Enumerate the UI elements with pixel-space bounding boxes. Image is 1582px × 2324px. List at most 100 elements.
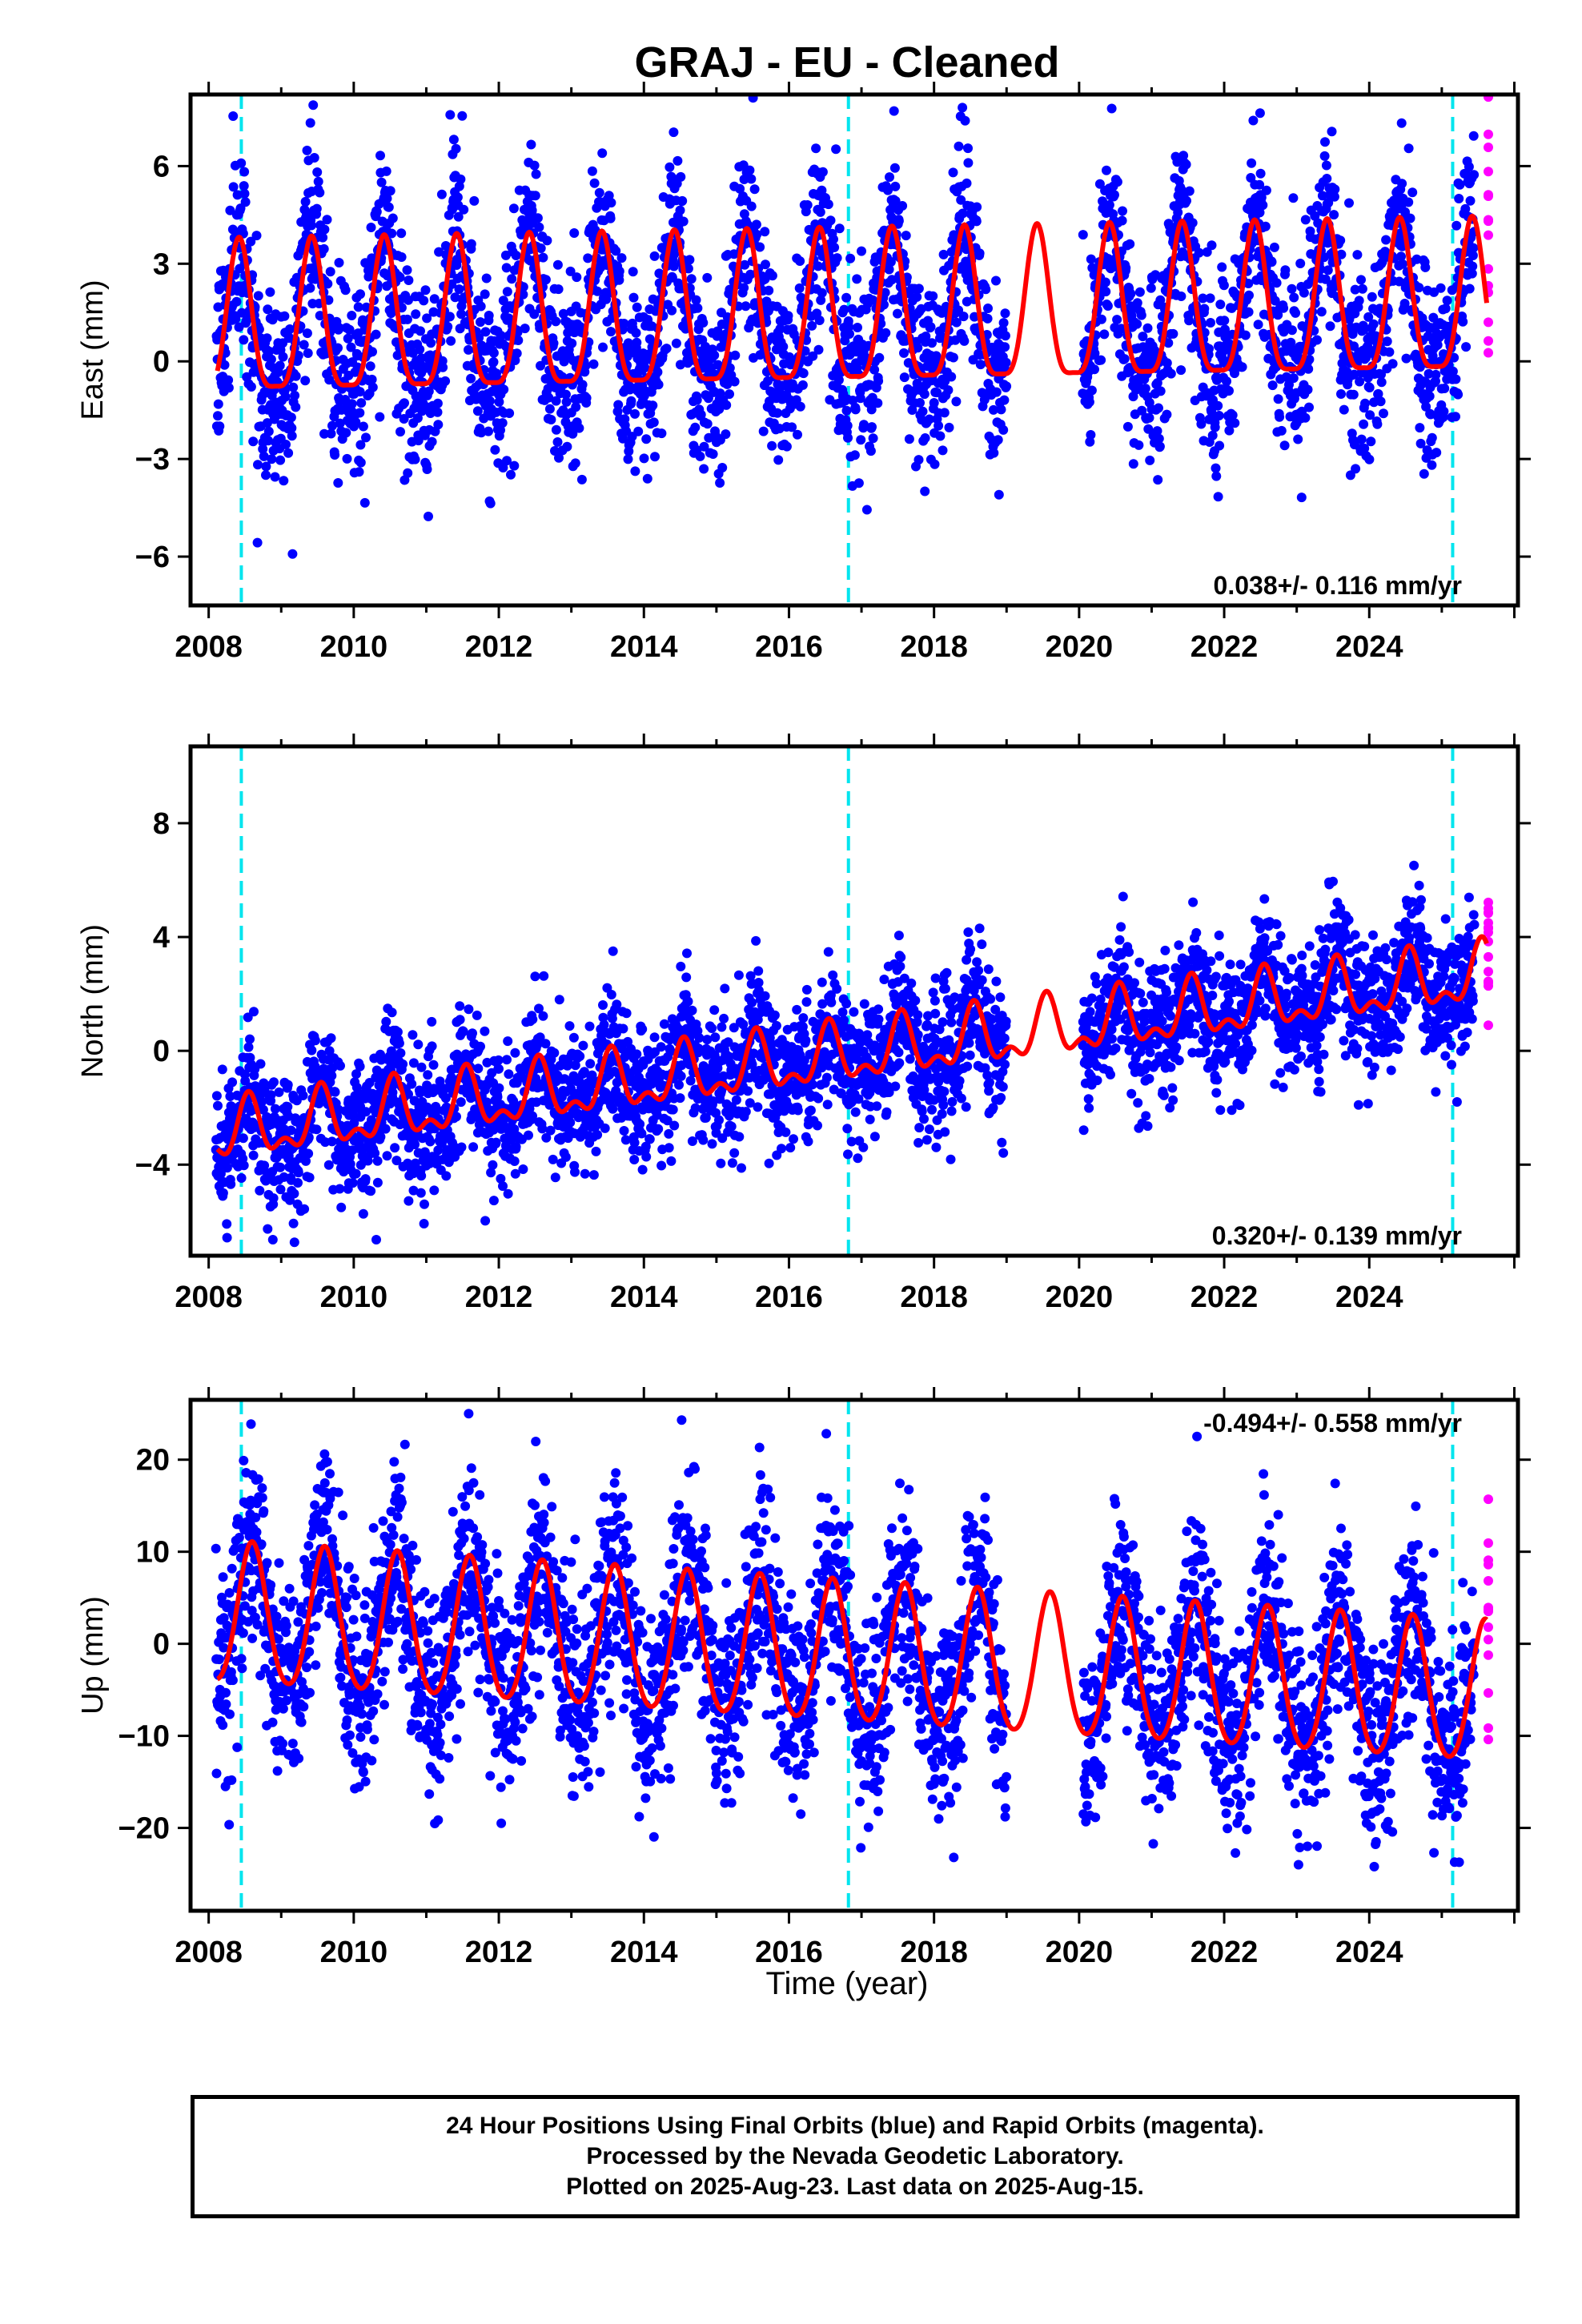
east-final-point [678,216,689,227]
east-final-point [1086,430,1096,440]
east-final-point [702,272,713,283]
north-final-point [629,1137,640,1148]
east-final-point [459,204,469,215]
north-final-point [269,1077,279,1088]
east-final-point [1102,165,1111,175]
east-final-point [588,359,599,369]
east-final-point [236,158,247,168]
north-final-point [429,1185,440,1196]
east-final-point [1110,190,1119,200]
east-final-point [291,371,301,381]
east-final-point [1215,300,1226,310]
east-final-point [1330,184,1340,195]
east-final-point [919,389,930,400]
east-y-tick-label: −6 [135,541,170,574]
east-final-point [1100,277,1110,287]
east-final-point [335,418,345,428]
east-final-point [1128,459,1138,469]
north-final-point [510,1047,520,1058]
east-final-point [387,228,397,239]
east-final-point [1213,492,1223,502]
east-final-point [540,275,551,285]
north-final-point [503,1036,513,1047]
east-final-point [1269,242,1279,252]
east-final-point [1117,215,1127,226]
east-rapid-point [1484,348,1493,358]
east-final-point [1439,384,1450,393]
east-final-point [611,246,621,256]
north-final-point [227,1077,238,1088]
east-final-point [632,302,642,312]
north-final-point [270,1104,280,1114]
east-final-point [367,374,377,384]
east-final-point [959,336,970,346]
east-final-point [1142,323,1153,333]
east-final-point [1000,308,1010,319]
east-final-point [653,380,664,390]
north-final-point [565,1117,576,1128]
east-final-point [440,376,451,386]
east-final-point [1372,419,1383,429]
east-final-point [346,342,356,352]
east-final-point [382,193,392,203]
east-final-point [721,429,731,440]
east-final-point [669,249,680,259]
east-final-point [755,242,765,252]
east-final-point [807,320,817,331]
north-final-point [304,1172,315,1183]
east-final-point [454,284,464,295]
east-rapid-point [1484,190,1493,200]
east-final-point [605,213,616,223]
east-final-point [213,399,223,409]
east-final-point [488,357,499,367]
east-final-point [1144,412,1154,423]
east-final-point [544,404,555,414]
east-final-point [633,426,644,436]
east-final-point [1312,335,1322,345]
east-final-point [496,425,505,436]
north-final-point [217,1064,227,1075]
north-final-point [493,1055,504,1065]
north-final-point [427,1016,437,1027]
east-final-point [355,408,365,418]
east-final-point [1258,200,1268,211]
east-final-point [232,190,243,200]
north-final-point [664,1128,674,1139]
east-final-point [1125,239,1135,249]
east-final-point [841,405,852,416]
east-final-point [962,178,972,188]
east-final-point [309,153,319,163]
east-final-point [300,376,311,386]
east-final-point [998,424,1009,435]
east-final-point [1187,218,1198,228]
east-final-point [1166,368,1176,379]
east-final-point [322,215,332,225]
east-final-point [228,111,239,121]
east-final-point [675,205,685,215]
east-final-point [1230,418,1240,428]
east-final-point [554,452,564,463]
east-final-point [943,385,954,396]
north-final-point [347,1178,358,1188]
north-final-point [580,1168,590,1179]
east-final-point [548,338,559,348]
east-final-point [287,431,297,441]
east-final-point [1136,310,1146,320]
north-final-point [267,1235,278,1244]
east-final-point [1199,304,1210,314]
east-final-point [1152,426,1162,436]
east-final-point [793,429,802,440]
east-final-point [644,334,655,344]
east-final-point [1279,303,1289,313]
east-final-point [334,258,344,267]
east-final-point [326,428,336,439]
east-final-point [1000,342,1010,352]
east-final-point [960,115,970,126]
north-final-point [288,1218,299,1228]
east-final-point [1356,275,1366,285]
east-final-point [665,162,675,172]
east-final-point [1364,383,1375,392]
east-final-point [562,441,572,452]
east-final-point [746,174,757,184]
east-final-point [1152,378,1162,388]
